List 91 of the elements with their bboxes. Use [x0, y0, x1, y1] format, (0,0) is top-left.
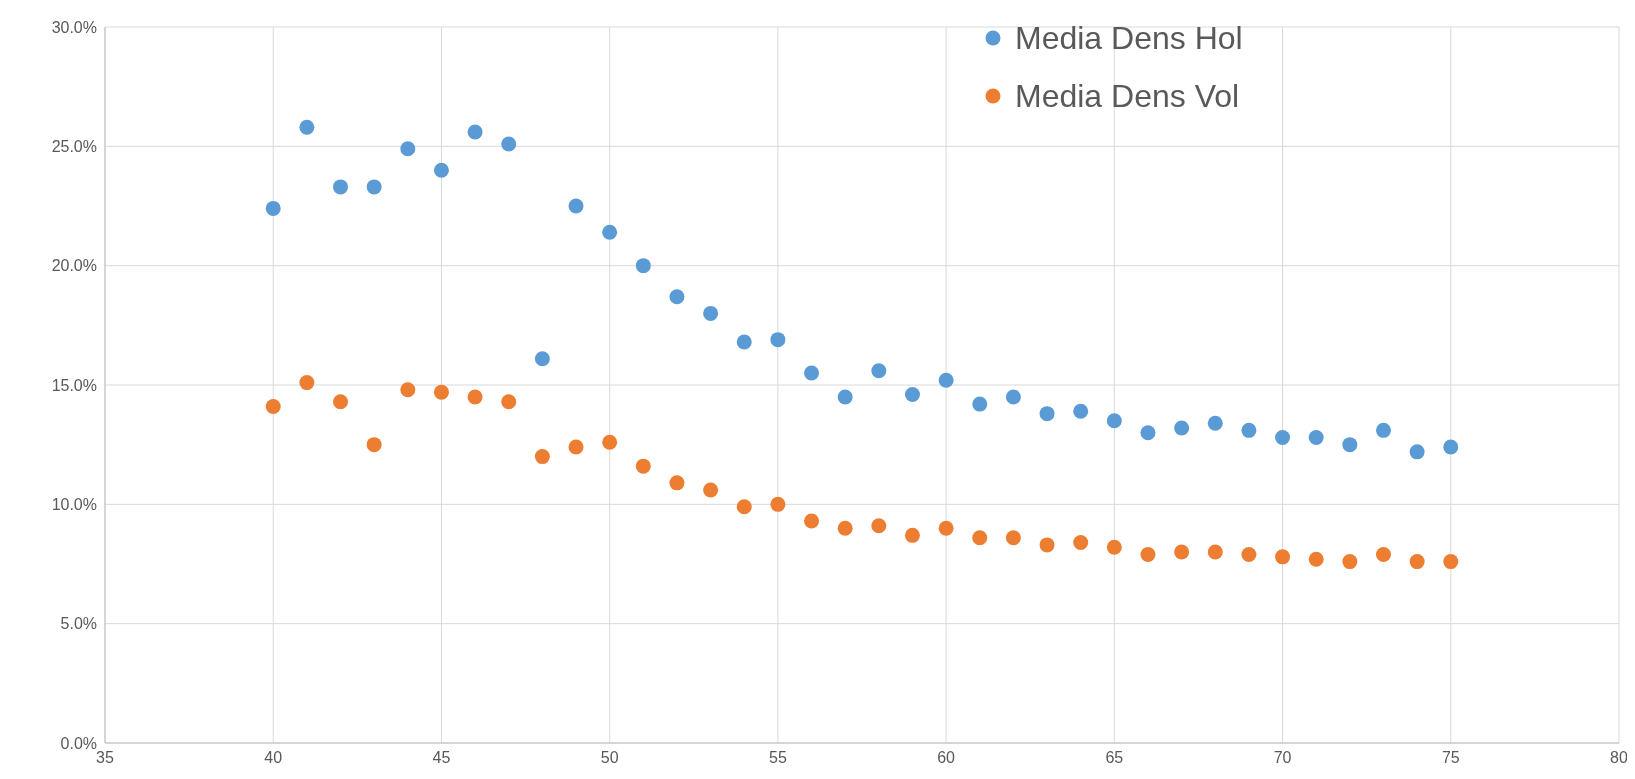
point [602, 434, 618, 450]
point [1039, 537, 1055, 553]
x-tick-label: 75 [1441, 749, 1460, 766]
x-tick-label: 60 [937, 749, 956, 766]
point [400, 141, 416, 157]
point [1241, 422, 1257, 438]
point [433, 162, 449, 178]
point [1409, 554, 1425, 570]
x-tick-label: 50 [600, 749, 619, 766]
x-tick-label: 55 [768, 749, 787, 766]
point [299, 119, 315, 135]
point [1207, 415, 1223, 431]
y-tick-label: 25.0% [51, 137, 97, 155]
point [871, 363, 887, 379]
point [1106, 413, 1122, 429]
point [1140, 425, 1156, 441]
x-tick-label: 35 [96, 749, 114, 766]
point [1073, 403, 1089, 419]
y-tick-label: 20.0% [51, 257, 97, 275]
point [366, 179, 382, 195]
y-tick-label: 30.0% [51, 18, 97, 36]
point [736, 499, 752, 515]
point [534, 449, 550, 465]
point [1342, 554, 1358, 570]
point [1241, 546, 1257, 562]
point [770, 496, 786, 512]
point [1308, 551, 1324, 567]
x-tick-label: 70 [1273, 749, 1292, 766]
point [568, 439, 584, 455]
point [703, 482, 719, 498]
point [1275, 549, 1291, 565]
point [265, 398, 281, 414]
point [1073, 535, 1089, 551]
point [1207, 544, 1223, 560]
x-tick-label: 80 [1610, 749, 1628, 766]
point [366, 437, 382, 453]
point [1375, 422, 1391, 438]
point [501, 136, 517, 152]
point [804, 365, 820, 381]
point [837, 389, 853, 405]
point [904, 387, 920, 403]
point [433, 384, 449, 400]
point [1443, 439, 1459, 455]
point [1005, 530, 1021, 546]
point [1443, 554, 1459, 570]
point [703, 305, 719, 321]
x-tick-label: 45 [432, 749, 451, 766]
point [635, 458, 651, 474]
point [770, 332, 786, 348]
point [1308, 430, 1324, 445]
y-tick-label: 10.0% [51, 495, 97, 513]
point [938, 372, 954, 388]
point [1140, 546, 1156, 562]
y-tick-label: 0.0% [60, 734, 97, 752]
point [972, 530, 988, 546]
point [467, 124, 483, 140]
point [1342, 437, 1358, 453]
point [904, 527, 920, 543]
point [568, 198, 584, 214]
legend-label: Media Dens Hol [1015, 20, 1243, 57]
point [1409, 444, 1425, 460]
point [1275, 430, 1291, 445]
y-tick-label: 15.0% [51, 376, 97, 394]
point [669, 289, 685, 305]
point [501, 394, 517, 410]
x-tick-label: 40 [264, 749, 283, 766]
point [333, 179, 349, 195]
point [1375, 546, 1391, 562]
point [1106, 539, 1122, 555]
point [635, 258, 651, 274]
point [299, 375, 315, 391]
point [1174, 544, 1190, 560]
point [804, 513, 820, 529]
y-tick-label: 5.0% [60, 615, 97, 633]
point [602, 224, 618, 240]
point [1174, 420, 1190, 436]
point [1039, 406, 1055, 422]
point [467, 389, 483, 405]
point [534, 351, 550, 367]
point [972, 396, 988, 412]
point [938, 520, 954, 536]
point [871, 518, 887, 534]
point [669, 475, 685, 491]
point [837, 520, 853, 536]
point [333, 394, 349, 410]
point [400, 382, 416, 398]
legend-label: Media Dens Vol [1015, 78, 1240, 115]
point [1005, 389, 1021, 405]
x-tick-label: 65 [1105, 749, 1124, 766]
point [265, 200, 281, 216]
point [736, 334, 752, 350]
